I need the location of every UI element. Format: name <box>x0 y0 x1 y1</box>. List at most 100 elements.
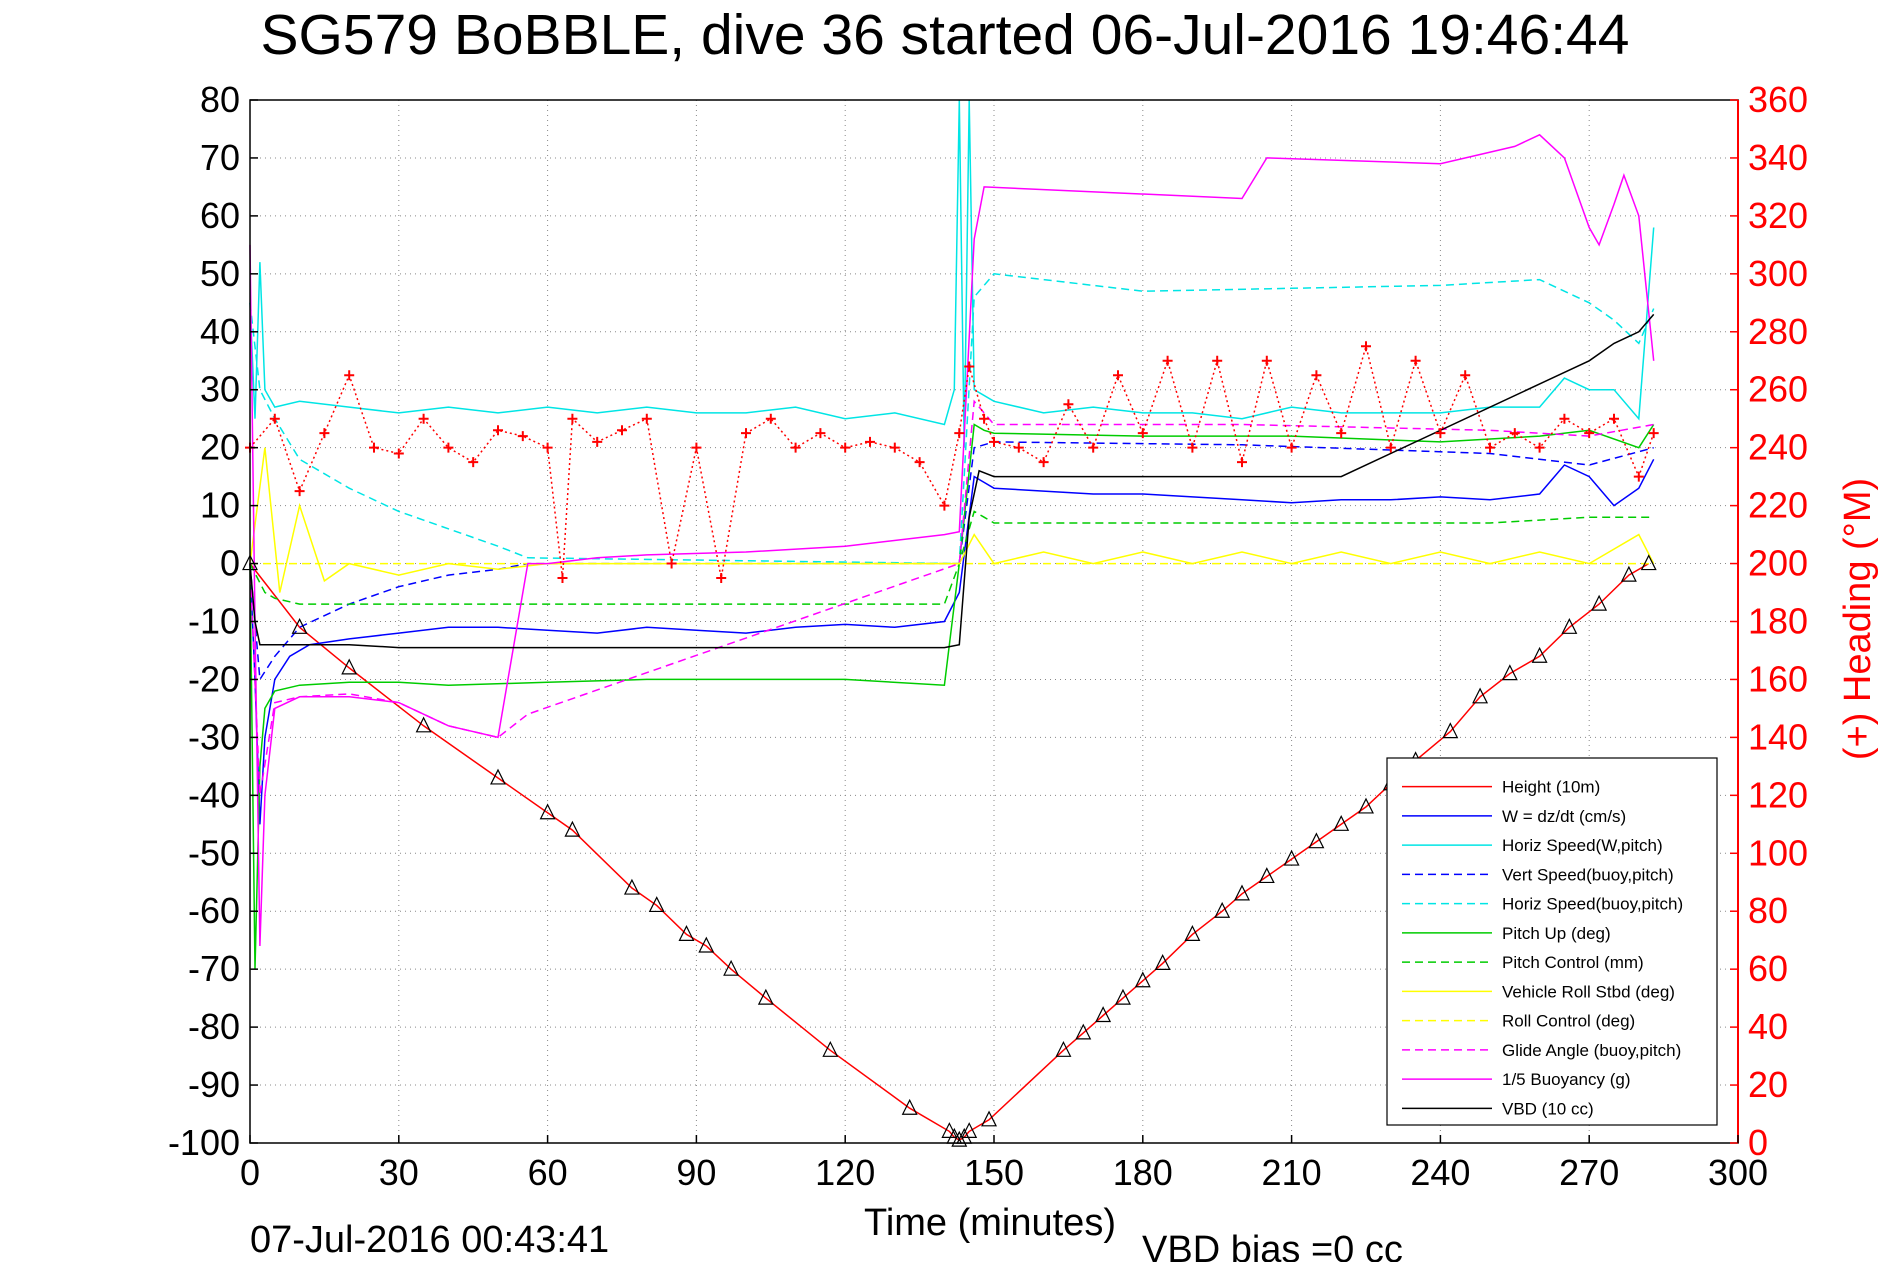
height-marker-3 <box>415 716 432 733</box>
heading-marker-4 <box>344 370 355 381</box>
right-tick-label: 280 <box>1748 311 1808 352</box>
heading-marker-15 <box>592 436 603 447</box>
legend-label-10: 1/5 Buoyancy (g) <box>1502 1070 1631 1089</box>
left-tick-label: 70 <box>200 137 240 178</box>
height-marker-31 <box>1283 849 1300 866</box>
heading-marker-44 <box>1261 355 1272 366</box>
height-marker-30 <box>1258 867 1275 884</box>
left-tick-label: 10 <box>200 485 240 526</box>
height-marker-6 <box>564 820 581 837</box>
x-tick-label: 180 <box>1113 1152 1173 1193</box>
heading-marker-48 <box>1361 341 1371 352</box>
right-y-axis-label: (+) Heading (°M) <box>1837 478 1879 760</box>
height-marker-28 <box>1214 901 1231 918</box>
left-tick-label: 60 <box>200 195 240 236</box>
heading-marker-58 <box>1609 413 1619 424</box>
height-marker-39 <box>1501 664 1518 681</box>
heading-marker-32 <box>979 413 990 424</box>
right-tick-label: 220 <box>1748 485 1808 526</box>
legend-label-11: VBD (10 cc) <box>1502 1099 1594 1118</box>
heading-marker-24 <box>815 428 826 439</box>
right-tick-label: 60 <box>1748 948 1788 989</box>
heading-marker-10 <box>493 425 503 436</box>
heading-marker-34 <box>1013 442 1024 453</box>
height-marker-41 <box>1561 617 1578 634</box>
heading-marker-18 <box>666 558 677 569</box>
heading-marker-42 <box>1212 355 1223 366</box>
legend-label-5: Pitch Up (deg) <box>1502 924 1611 943</box>
right-y-axis: 3603403203002802602402202001801601401201… <box>1730 79 1808 1163</box>
series-line-0 <box>249 562 1650 1141</box>
height-marker-22 <box>1075 1023 1092 1040</box>
left-tick-label: -80 <box>188 1006 240 1047</box>
x-tick-label: 120 <box>815 1152 875 1193</box>
heading-marker-49 <box>1385 442 1396 453</box>
right-tick-label: 160 <box>1748 658 1808 699</box>
heading-marker-50 <box>1410 355 1421 366</box>
right-tick-label: 120 <box>1748 774 1808 815</box>
right-tick-label: 80 <box>1748 890 1788 931</box>
left-tick-label: -30 <box>188 716 240 757</box>
height-marker-8 <box>648 896 665 913</box>
right-tick-label: 20 <box>1748 1064 1788 1105</box>
legend-label-3: Vert Speed(buoy,pitch) <box>1502 865 1674 884</box>
heading-marker-41 <box>1187 442 1198 453</box>
x-axis-label: Time (minutes) <box>864 1202 1116 1244</box>
x-tick-label: 210 <box>1262 1152 1322 1193</box>
series-line-11 <box>249 313 1655 649</box>
heading-marker-33 <box>989 436 999 447</box>
heading-marker-37 <box>1088 442 1099 453</box>
legend-label-4: Horiz Speed(buoy,pitch) <box>1502 895 1683 914</box>
height-marker-34 <box>1358 797 1374 814</box>
heading-marker-9 <box>468 457 479 468</box>
left-tick-label: -20 <box>188 658 240 699</box>
heading-marker-56 <box>1559 413 1570 424</box>
height-marker-1 <box>291 617 308 634</box>
legend-label-9: Glide Angle (buoy,pitch) <box>1502 1041 1681 1060</box>
heading-marker-1 <box>269 413 280 424</box>
right-tick-label: 140 <box>1748 716 1808 757</box>
heading-marker-51 <box>1435 428 1446 439</box>
left-tick-label: 40 <box>200 311 240 352</box>
height-marker-25 <box>1134 971 1151 988</box>
legend-label-1: W = dz/dt (cm/s) <box>1502 807 1626 826</box>
heading-marker-28 <box>914 457 925 468</box>
heading-marker-57 <box>1584 428 1595 439</box>
series-line-5 <box>249 423 1655 970</box>
x-axis: 0 30 60 90 120 150 180 210 240 270 300 <box>240 1135 1768 1193</box>
heading-marker-59 <box>1633 471 1644 482</box>
legend: Height (10m) W = dz/dt (cm/s) Horiz Speed(… <box>1386 757 1718 1126</box>
heading-marker-22 <box>765 413 776 424</box>
heading-marker-60 <box>1648 428 1659 439</box>
height-marker-21 <box>1055 1040 1072 1057</box>
right-tick-label: 340 <box>1748 137 1808 178</box>
heading-marker-30 <box>954 428 965 439</box>
height-marker-26 <box>1154 954 1171 970</box>
height-marker-24 <box>1114 988 1131 1005</box>
height-marker-43 <box>1620 565 1637 582</box>
legend-label-8: Roll Control (deg) <box>1502 1012 1635 1031</box>
height-marker-32 <box>1308 832 1325 849</box>
right-tick-label: 100 <box>1748 832 1808 873</box>
height-marker-17 <box>951 1130 968 1147</box>
height-marker-15 <box>941 1122 958 1139</box>
height-marker-40 <box>1531 646 1548 663</box>
heading-marker-36 <box>1063 399 1074 410</box>
right-tick-label: 40 <box>1748 1006 1788 1047</box>
height-marker-13 <box>822 1040 839 1057</box>
height-marker-11 <box>723 959 740 976</box>
x-tick-label: 90 <box>676 1152 716 1193</box>
right-tick-label: 260 <box>1748 369 1808 410</box>
series-line-6 <box>249 510 1654 605</box>
heading-marker-21 <box>741 428 751 439</box>
heading-marker-5 <box>369 442 379 453</box>
legend-label-6: Pitch Control (mm) <box>1502 953 1644 972</box>
left-tick-label: -90 <box>188 1064 240 1105</box>
heading-marker-16 <box>617 425 627 436</box>
height-marker-42 <box>1591 594 1608 611</box>
left-tick-label: -10 <box>188 601 240 642</box>
heading-marker-26 <box>865 436 875 447</box>
x-tick-label: 30 <box>379 1152 419 1193</box>
series-line-10 <box>249 133 1655 947</box>
